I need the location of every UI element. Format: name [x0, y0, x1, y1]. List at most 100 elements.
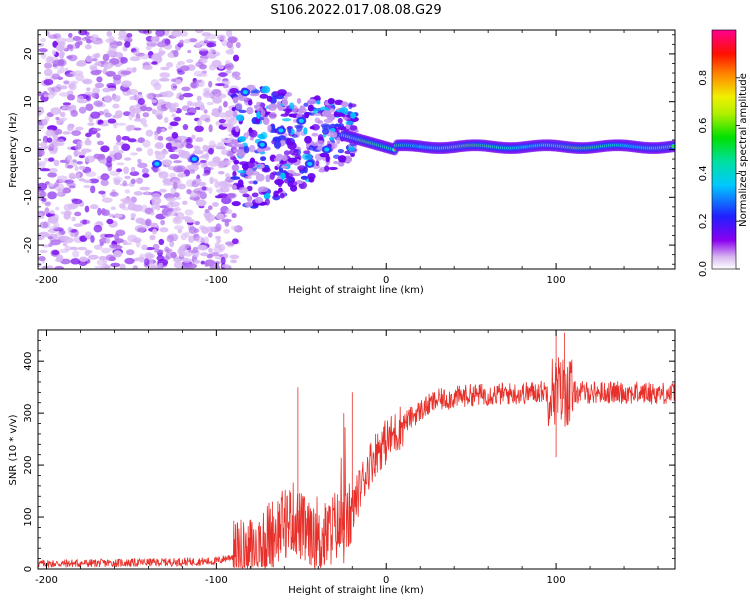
spectrogram-cell — [206, 33, 217, 40]
spectrogram-cell — [202, 144, 209, 152]
spectrogram-cell — [108, 213, 115, 218]
spectrogram-cell — [84, 205, 90, 213]
spectrogram-cell — [73, 223, 84, 227]
spectrogram-cell — [215, 213, 225, 220]
spectrogram-cell — [235, 114, 245, 122]
spectrogram-cell — [142, 173, 150, 178]
spectrogram-cell — [61, 105, 67, 110]
spectrogram-cell — [209, 176, 214, 185]
spectrogram-cell — [320, 123, 331, 128]
spectrogram-cell — [75, 126, 84, 131]
spectrogram-cell — [75, 143, 82, 150]
spectrogram-cell — [105, 70, 116, 77]
spectrogram-cell — [156, 265, 163, 269]
spectrogram-cell — [281, 99, 288, 107]
spectrogram-cell — [84, 155, 96, 163]
spectrogram-cell — [62, 187, 72, 194]
spectrogram-cell — [212, 89, 222, 98]
spectrogram-cell — [302, 152, 313, 161]
spectrogram-cell — [188, 169, 196, 174]
spectrogram-cell — [157, 50, 164, 57]
spectrogram-cell — [99, 241, 104, 247]
spectrogram-cell — [173, 50, 179, 58]
spectrogram-cell — [133, 127, 142, 131]
spectrogram-cell — [274, 178, 285, 186]
spectrogram-cell — [38, 182, 48, 191]
spectrogram-cell — [51, 73, 61, 80]
spectrogram-cell — [196, 95, 202, 102]
spectrogram-cell — [123, 157, 132, 161]
spectrogram-cell — [78, 154, 85, 159]
spectrogram-cell — [231, 238, 239, 245]
spectrogram-cell — [135, 177, 144, 184]
spectrogram-cell — [225, 49, 235, 55]
spectrogram-cell — [204, 117, 211, 123]
spectrogram-cell — [182, 92, 194, 98]
spectrogram-cell — [102, 53, 110, 62]
spectrogram-cell — [328, 166, 338, 171]
spectrogram-cell — [76, 161, 83, 165]
spectrogram-cell — [125, 249, 135, 256]
spectrogram-cell — [214, 180, 220, 189]
spectrogram-cell — [350, 152, 355, 158]
spectrogram-cell — [95, 220, 103, 225]
spectrogram-cell — [151, 61, 158, 65]
spectrogram-x-ticks: -200 -100 0 100 — [35, 30, 659, 286]
spectrogram-cell — [153, 82, 162, 91]
spectrogram-cell — [248, 127, 253, 134]
spectrogram-cell — [90, 235, 95, 243]
spectrogram-cell — [232, 149, 242, 153]
spectrogram-cell — [45, 129, 56, 137]
spectrogram-cell — [93, 244, 103, 250]
spectrogram-cell — [169, 146, 178, 150]
spectrogram-cell — [93, 153, 101, 159]
spectrogram-cell — [304, 135, 312, 144]
spectrogram-cell — [165, 102, 176, 110]
spectrogram-cell — [158, 262, 164, 267]
y-tick-label: 200 — [23, 456, 34, 475]
spectrogram-cell — [43, 68, 53, 77]
spectrogram-cell — [116, 134, 122, 143]
spectrogram-cell — [216, 238, 222, 244]
spectrogram-cell — [287, 180, 298, 188]
spectrogram-cell — [175, 63, 181, 70]
spectrogram-cell — [38, 262, 42, 268]
spectrogram-cell — [138, 30, 149, 34]
spectrogram-cell — [212, 96, 222, 104]
spectrogram-cell — [169, 121, 179, 127]
y-tick-label: 0 — [23, 566, 34, 572]
spectrogram-cell — [177, 70, 185, 75]
spectrogram-cell — [206, 101, 214, 106]
spectrogram-cell — [116, 41, 123, 47]
spectrogram-cell — [38, 42, 45, 47]
spectrogram-cell — [113, 152, 123, 161]
spectrogram-cell — [193, 259, 201, 264]
spectrogram-cell — [336, 136, 341, 145]
spectrogram-cell — [283, 172, 293, 179]
spectrogram-cell — [186, 100, 193, 107]
spectrogram-cell — [247, 99, 253, 106]
spectrogram-cell — [44, 115, 50, 122]
spectrogram-cell — [199, 245, 208, 251]
spectrogram-cell — [103, 174, 110, 180]
spectrogram-cell — [82, 78, 93, 85]
y-tick-label: 10 — [23, 95, 34, 108]
spectrogram-cell — [76, 172, 81, 179]
colorbar-tick-label: 0.0 — [698, 261, 709, 277]
spectrogram-cell — [101, 209, 110, 216]
spectrogram-cell — [186, 59, 194, 63]
spectrogram-cell — [283, 150, 290, 156]
spectrogram-cell — [218, 181, 228, 189]
spectrogram-cell — [55, 37, 67, 44]
spectrogram-cell — [129, 171, 140, 177]
spectrogram-cell — [85, 95, 91, 101]
spectrogram-cell — [164, 38, 171, 45]
spectrogram-cell — [191, 164, 198, 169]
spectrogram-cell — [199, 191, 207, 200]
spectrogram-cell — [182, 257, 192, 263]
spectrogram-cell — [166, 234, 174, 243]
spectrogram-cell — [260, 156, 267, 162]
spectrogram-cell — [164, 255, 170, 261]
spectrogram-cell — [231, 71, 241, 77]
spectrogram-cell — [136, 227, 146, 233]
